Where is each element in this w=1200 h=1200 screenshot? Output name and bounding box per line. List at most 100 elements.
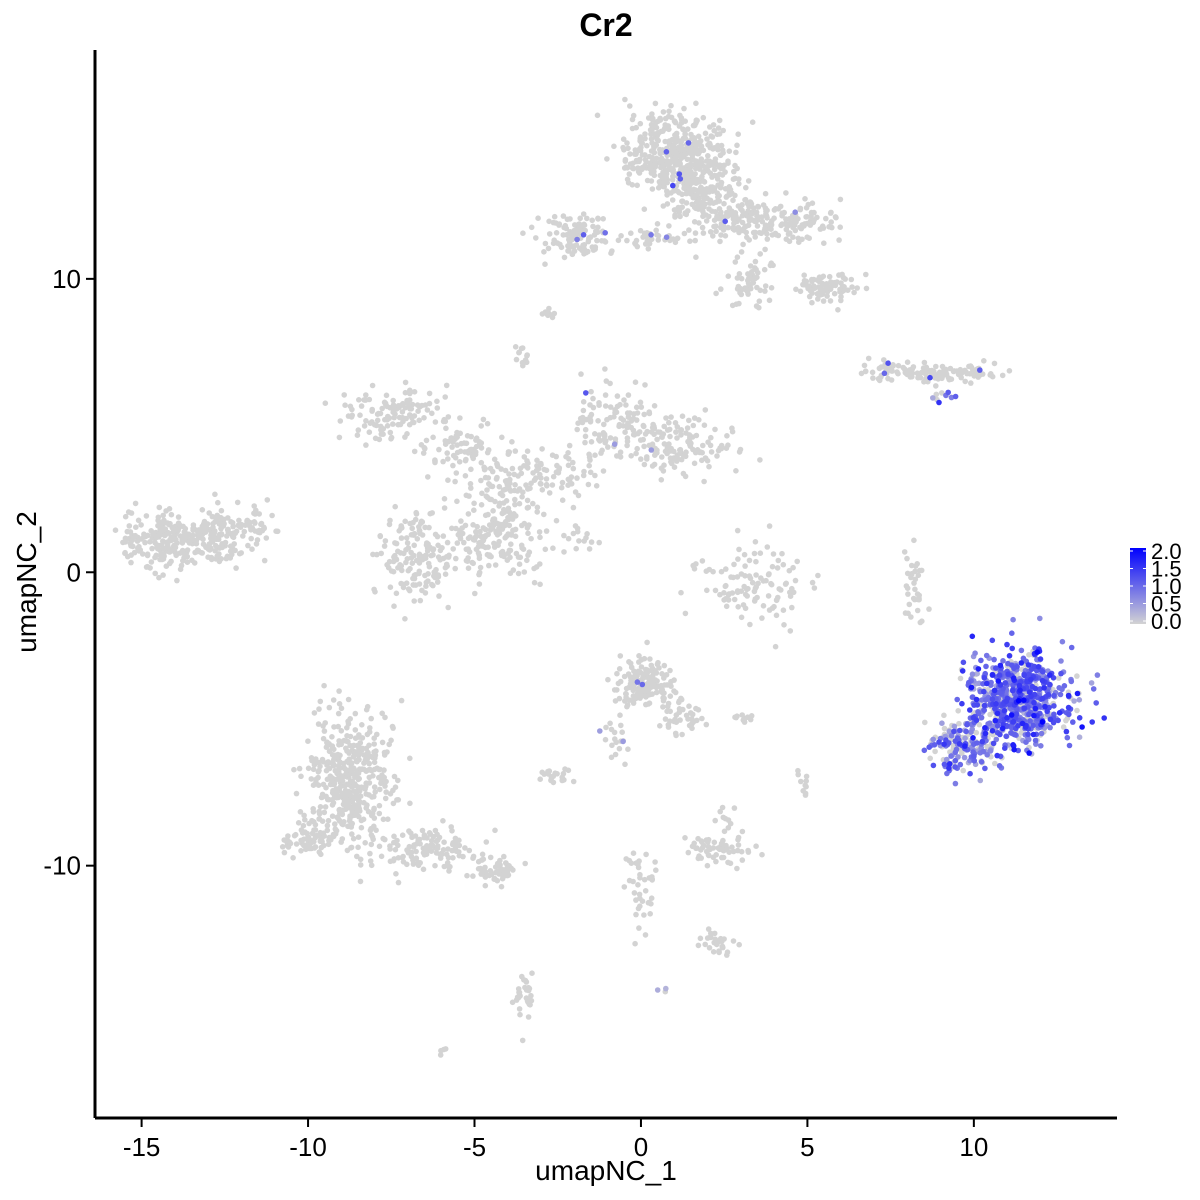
data-point bbox=[124, 528, 131, 535]
data-point bbox=[528, 992, 534, 999]
data-point bbox=[506, 449, 513, 455]
data-point bbox=[471, 507, 477, 513]
data-point bbox=[388, 568, 395, 574]
data-point bbox=[951, 723, 958, 730]
data-point bbox=[735, 283, 742, 290]
data-point bbox=[981, 358, 987, 364]
data-point bbox=[553, 517, 560, 524]
data-point bbox=[482, 512, 489, 519]
data-point bbox=[720, 127, 726, 134]
data-point bbox=[351, 802, 357, 808]
data-point bbox=[476, 442, 483, 448]
data-point bbox=[930, 395, 936, 401]
data-point bbox=[502, 535, 509, 541]
data-point bbox=[693, 150, 699, 156]
data-point bbox=[371, 759, 378, 766]
data-point bbox=[336, 742, 342, 748]
data-point bbox=[175, 514, 182, 520]
data-point bbox=[177, 550, 183, 556]
data-point bbox=[594, 237, 600, 244]
data-point bbox=[628, 664, 635, 671]
data-point bbox=[876, 365, 883, 372]
data-point bbox=[1074, 673, 1080, 679]
data-point bbox=[382, 538, 389, 544]
data-point bbox=[499, 875, 506, 882]
data-point bbox=[324, 822, 331, 829]
data-point bbox=[790, 234, 796, 240]
data-point bbox=[641, 423, 647, 430]
data-point bbox=[160, 519, 166, 526]
data-point bbox=[751, 550, 758, 557]
x-tick-label: -5 bbox=[463, 1132, 486, 1162]
data-point bbox=[478, 871, 485, 877]
data-point bbox=[977, 367, 983, 373]
data-point bbox=[410, 857, 416, 863]
data-point bbox=[132, 500, 139, 507]
data-point bbox=[444, 450, 451, 456]
data-point bbox=[152, 570, 158, 577]
data-point bbox=[496, 538, 502, 545]
data-point bbox=[537, 776, 543, 782]
data-point bbox=[291, 766, 297, 773]
data-point bbox=[480, 525, 487, 531]
data-point bbox=[621, 884, 628, 890]
data-point bbox=[379, 739, 386, 746]
data-point bbox=[708, 449, 715, 455]
data-point bbox=[721, 200, 727, 207]
data-point bbox=[989, 373, 996, 380]
data-point bbox=[344, 772, 351, 778]
x-axis-label: umapNC_1 bbox=[535, 1155, 677, 1186]
data-point bbox=[366, 429, 373, 436]
data-point bbox=[509, 465, 516, 472]
data-point bbox=[956, 720, 962, 727]
data-point bbox=[692, 237, 698, 244]
data-point bbox=[516, 989, 522, 996]
data-point bbox=[460, 853, 466, 860]
data-point bbox=[321, 682, 327, 689]
data-point bbox=[644, 639, 650, 646]
data-point bbox=[622, 158, 629, 164]
data-point bbox=[738, 275, 745, 282]
data-point bbox=[1090, 686, 1097, 692]
data-point bbox=[696, 220, 702, 226]
data-point bbox=[677, 176, 684, 182]
colorbar bbox=[1130, 548, 1146, 624]
data-point bbox=[612, 736, 618, 742]
data-point bbox=[703, 837, 710, 843]
data-point bbox=[698, 847, 704, 853]
data-point bbox=[985, 721, 991, 727]
data-point bbox=[681, 230, 688, 237]
data-point bbox=[993, 736, 1000, 743]
data-point bbox=[596, 539, 602, 546]
data-point bbox=[598, 450, 604, 456]
data-point bbox=[331, 756, 337, 763]
data-point bbox=[520, 362, 526, 369]
data-point bbox=[626, 171, 633, 177]
data-point bbox=[752, 234, 758, 240]
data-point bbox=[441, 505, 448, 511]
data-point bbox=[957, 761, 964, 768]
data-point bbox=[734, 865, 740, 872]
data-point bbox=[976, 721, 983, 728]
data-point bbox=[1066, 711, 1072, 718]
data-point bbox=[264, 497, 271, 503]
data-point bbox=[755, 204, 762, 210]
data-point bbox=[426, 563, 433, 570]
data-point bbox=[704, 458, 711, 464]
data-point bbox=[1047, 724, 1053, 731]
data-point bbox=[457, 415, 463, 421]
data-point bbox=[952, 764, 958, 770]
data-point bbox=[470, 853, 477, 860]
data-point bbox=[641, 443, 647, 450]
data-point bbox=[642, 888, 649, 894]
data-point bbox=[180, 523, 186, 530]
data-point bbox=[407, 412, 413, 418]
data-point bbox=[921, 747, 928, 754]
data-point bbox=[156, 532, 162, 538]
data-point bbox=[642, 382, 648, 388]
data-point bbox=[600, 216, 606, 222]
data-point bbox=[649, 111, 655, 117]
data-point bbox=[465, 511, 472, 517]
data-point bbox=[694, 192, 700, 198]
data-point bbox=[534, 457, 540, 464]
